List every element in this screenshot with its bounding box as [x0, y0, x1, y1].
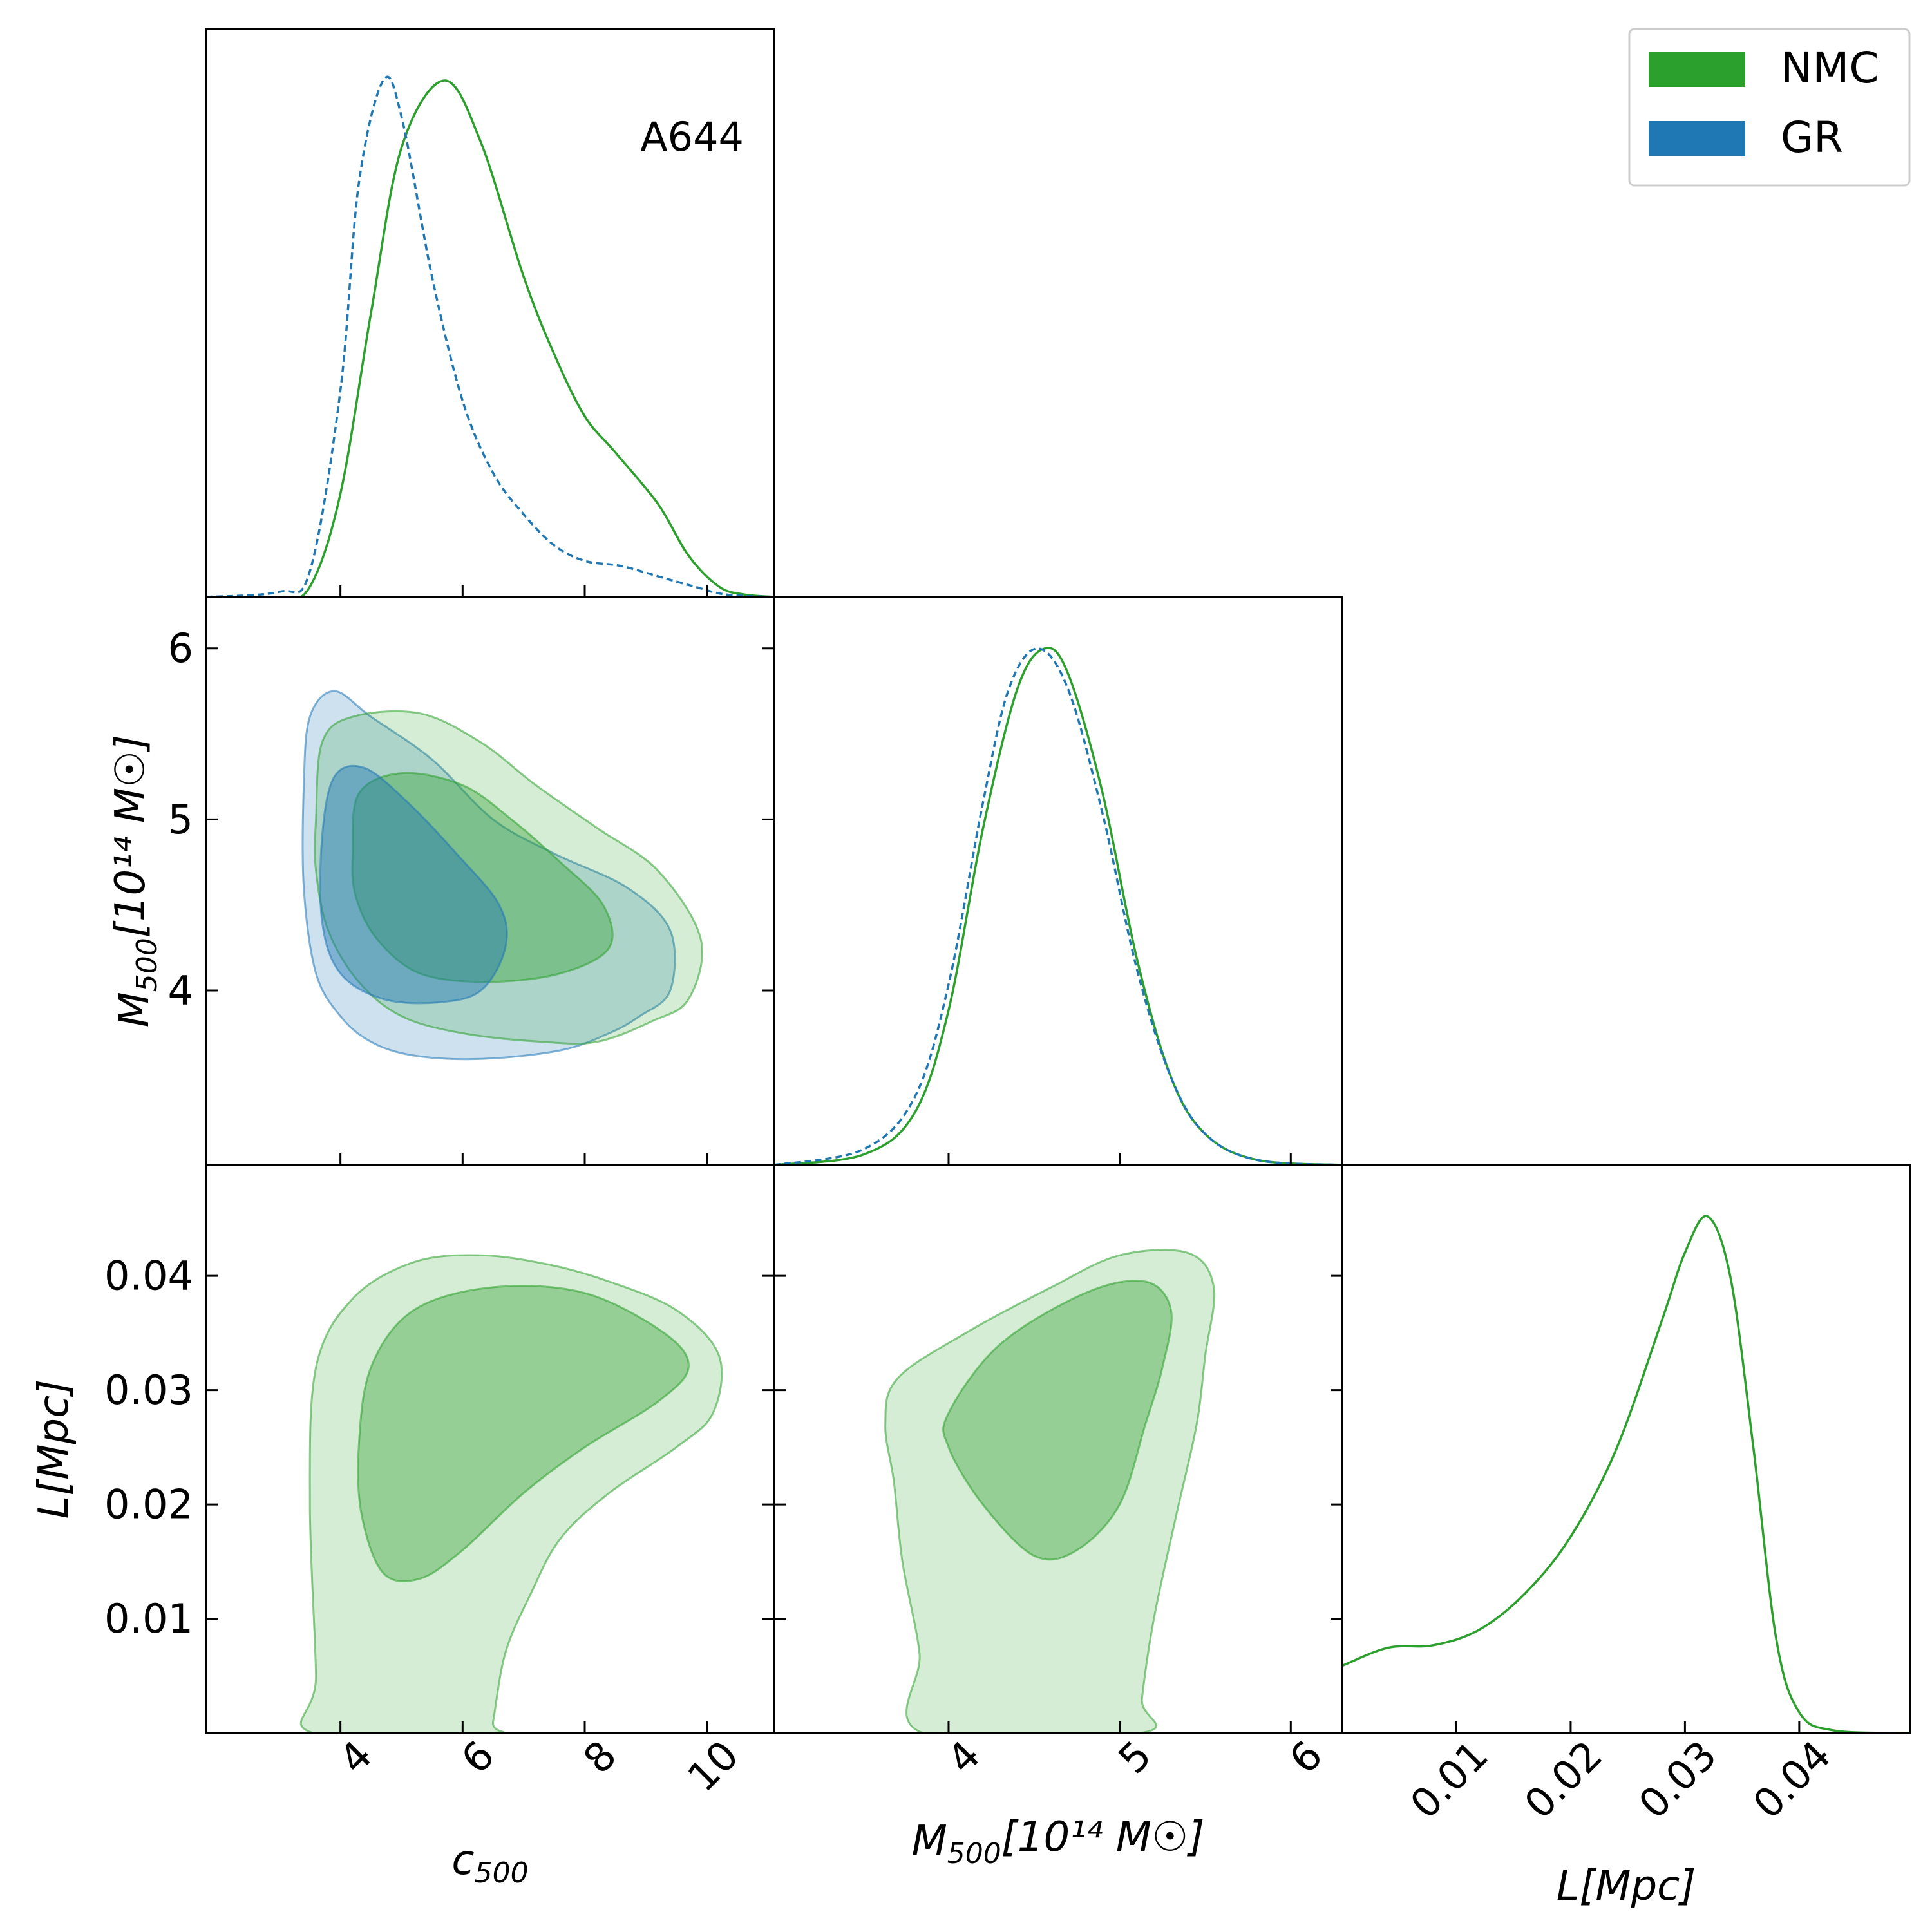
legend-label-gr: GR [1781, 113, 1843, 162]
legend-swatch-gr [1649, 121, 1745, 156]
y-tick-label-M500: 5 [168, 796, 193, 843]
y-tick-label-L: 0.01 [104, 1595, 193, 1642]
y-tick-label-L: 0.04 [104, 1253, 193, 1300]
marginal-curves [206, 75, 1910, 1733]
legend-swatch-nmc [1649, 52, 1745, 87]
panel-frames [205, 28, 1911, 1734]
contour-nmc-95 [299, 1254, 723, 1733]
x-tick-label-M500: 5 [1109, 1732, 1160, 1783]
contour-regions [299, 690, 1216, 1733]
x-tick-label-M500: 6 [1280, 1732, 1332, 1783]
contour-nmc-95 [884, 1249, 1216, 1733]
axis-ticks [206, 585, 1801, 1733]
legend-label-nmc: NMC [1781, 43, 1879, 93]
contour-gr-68 [319, 764, 508, 1005]
y-tick-label-L: 0.02 [104, 1481, 193, 1528]
y-tick-label-M500: 6 [168, 625, 193, 672]
x-tick-label-M500: 4 [938, 1732, 990, 1783]
x-axis-title-m500: M500[10¹⁴ M☉] [912, 1814, 1205, 1870]
curve-nmc [1342, 1215, 1910, 1733]
panel-frame-r2-c2 [1341, 1164, 1911, 1734]
contour-nmc-68 [942, 1280, 1173, 1561]
curve-nmc [774, 647, 1342, 1165]
x-tick-label-L: 0.04 [1744, 1732, 1840, 1828]
panel-frame-r1-c1 [773, 596, 1343, 1166]
x-tick-label-L: 0.03 [1629, 1732, 1725, 1828]
x-tick-label-c500: 6 [452, 1732, 504, 1783]
y-axis-title-l: L[Mpc] [30, 1379, 78, 1519]
x-axis-title-c500: c500 [451, 1837, 528, 1889]
curve-nmc [206, 79, 774, 597]
x-tick-label-L: 0.01 [1401, 1732, 1497, 1828]
axis-labels: 4 6 8 10 4 5 6 0.01 0.02 0.03 0.044560.010.020.030… [30, 625, 1840, 1910]
curve-gr [774, 647, 1342, 1165]
marginal-panel-c500 [206, 75, 774, 597]
y-axis-title-m500: M500[10¹⁴ M☉] [107, 735, 164, 1028]
x-tick-label-c500: 8 [574, 1732, 626, 1783]
y-tick-label-M500: 4 [168, 967, 193, 1014]
contour-nmc-68 [357, 1285, 690, 1582]
contour-panel-r2-c0 [299, 1254, 723, 1733]
marginal-panel-L [1342, 1215, 1910, 1733]
contour-panel-r1-c0 [301, 690, 703, 1061]
x-axis-title-l: L[Mpc] [1557, 1862, 1696, 1910]
contour-panel-r2-c1 [884, 1249, 1216, 1733]
cluster-annotation: A644 [640, 113, 744, 160]
x-tick-label-c500: 10 [678, 1732, 747, 1801]
x-tick-label-L: 0.02 [1515, 1732, 1611, 1828]
contour-nmc-95 [314, 710, 703, 1045]
contour-nmc-68 [351, 772, 614, 983]
legend[interactable]: NMC GR [1628, 28, 1911, 187]
x-tick-label-c500: 4 [330, 1732, 381, 1783]
marginal-panel-M500 [774, 647, 1342, 1165]
y-tick-label-L: 0.03 [104, 1367, 193, 1414]
curve-gr [206, 75, 774, 597]
